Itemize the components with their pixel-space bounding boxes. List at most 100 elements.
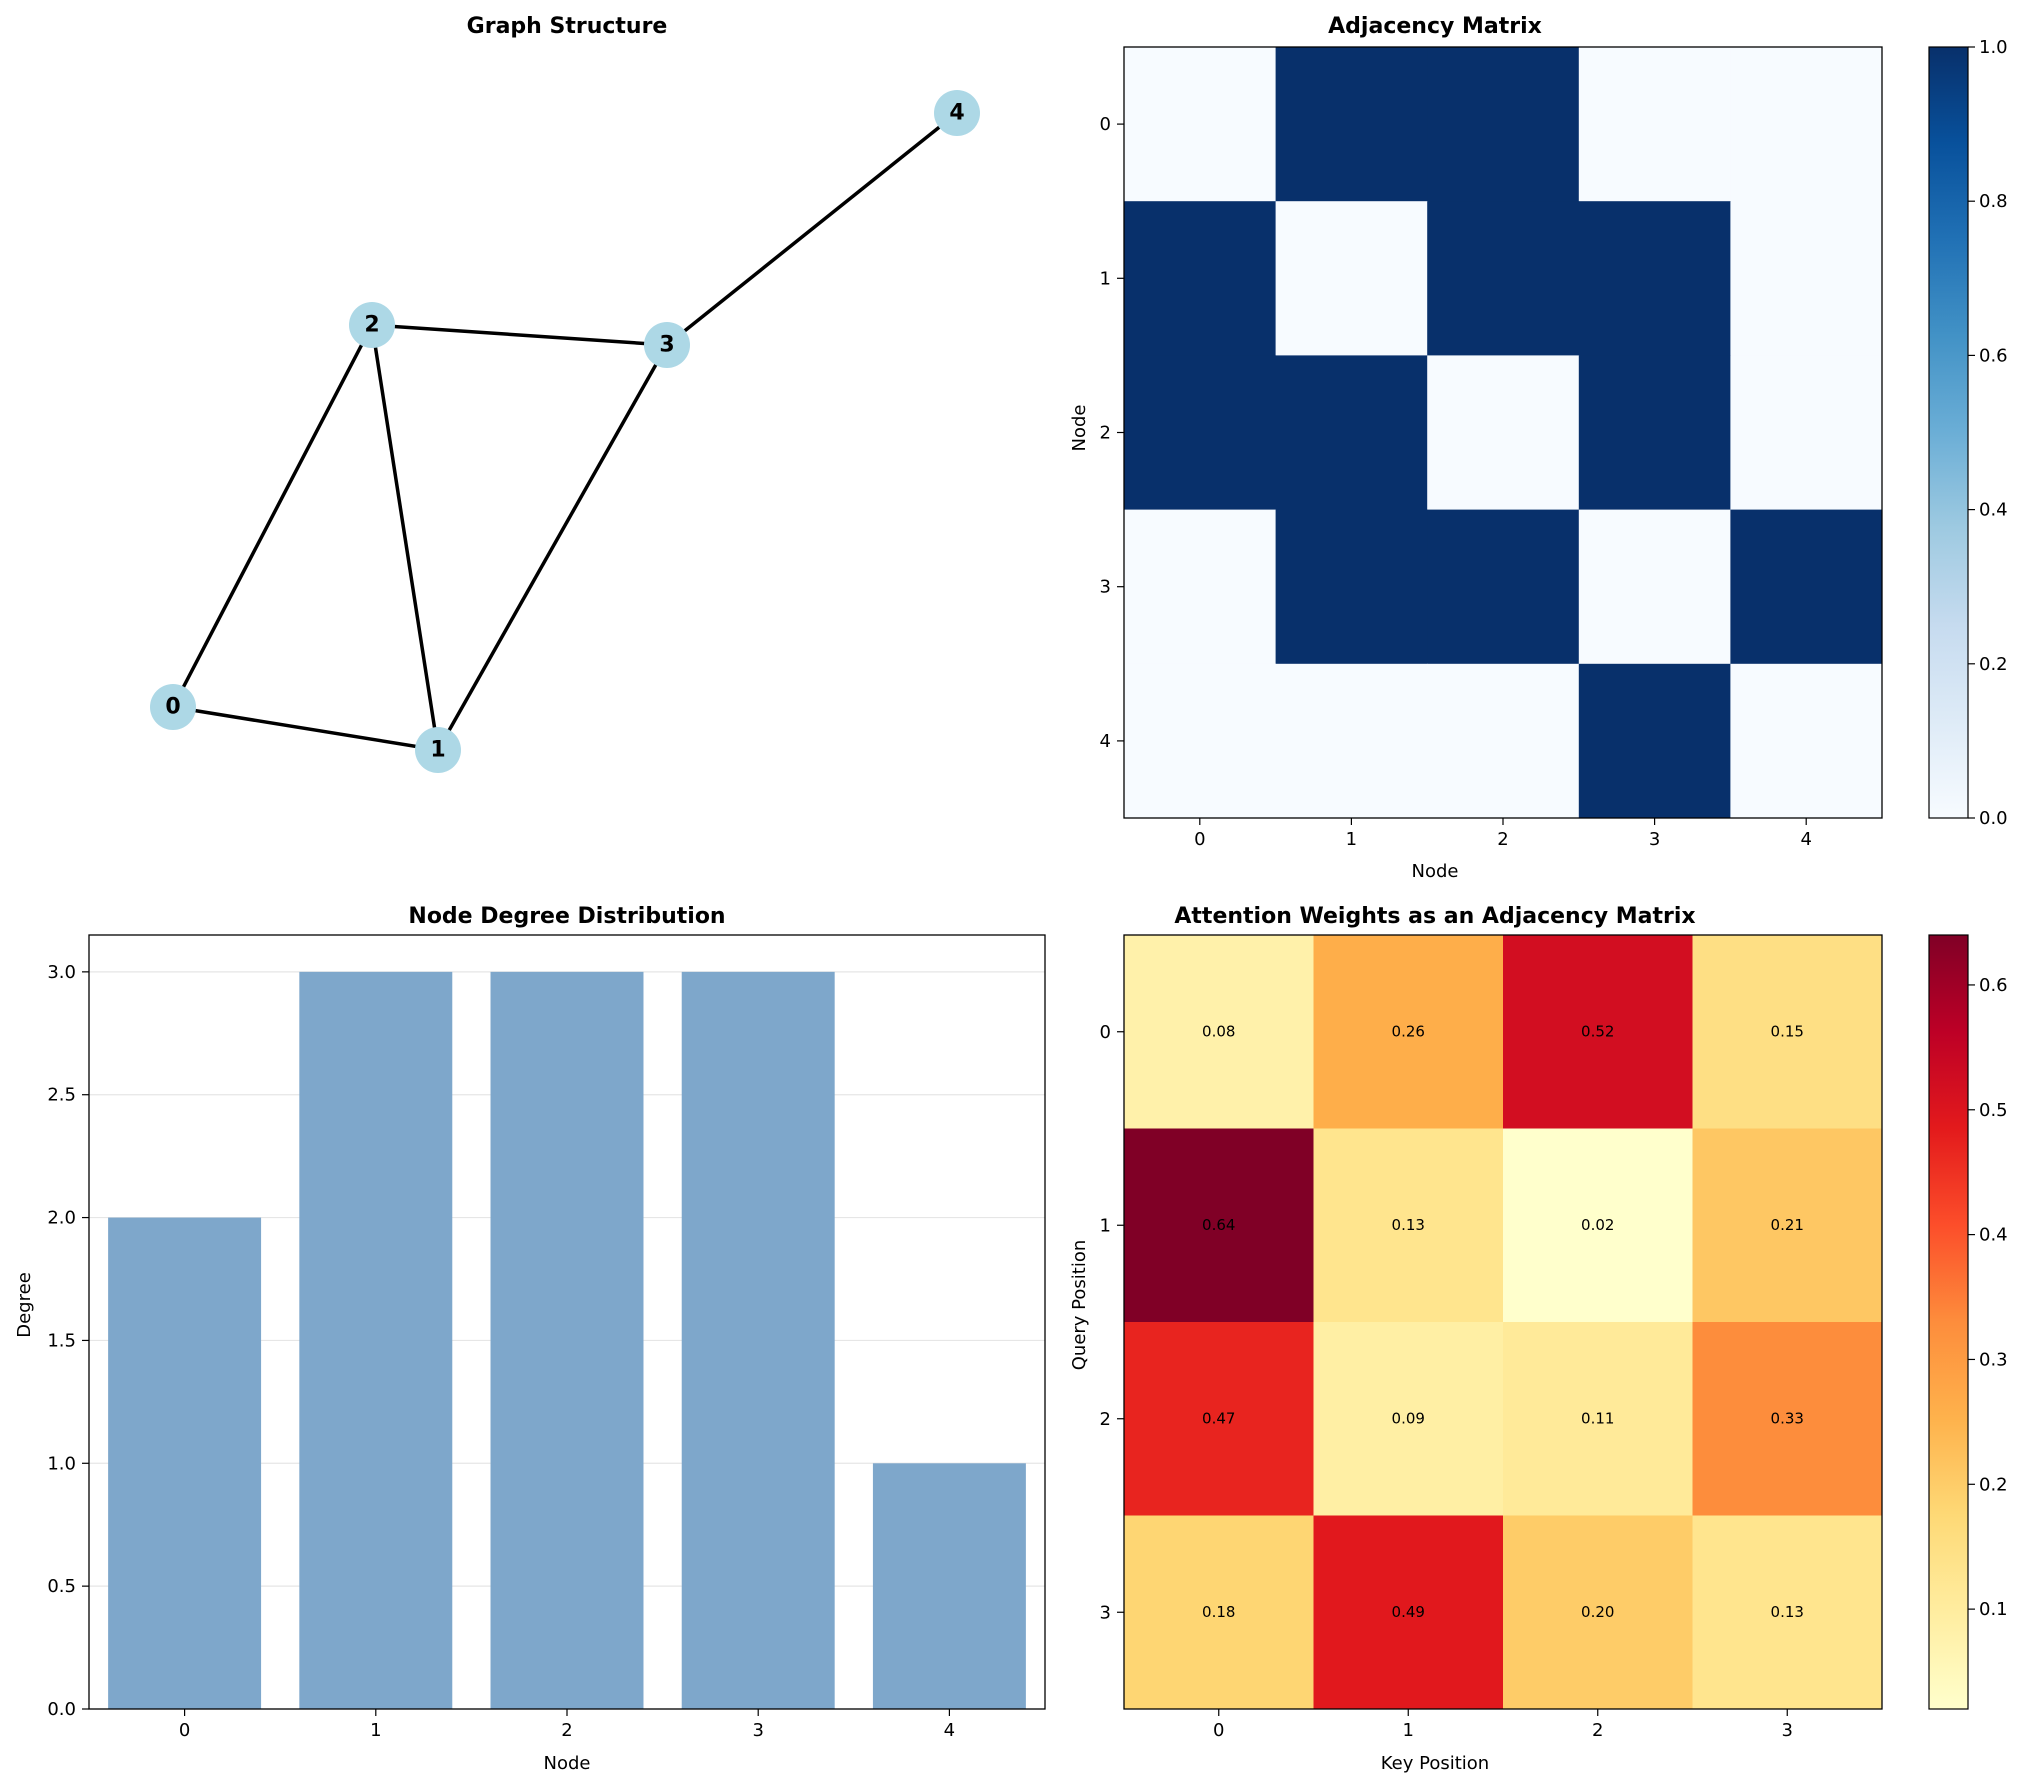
adjacency-cell-1-2: [1427, 201, 1580, 356]
adjacency-ylabel: Node: [1069, 405, 1090, 452]
attention-cell-0-0: [1124, 935, 1314, 1129]
attention-cell-label-3-2: 0.20: [1581, 1603, 1614, 1621]
bar-xtick-label-3: 3: [752, 1720, 763, 1741]
adjacency-matrix-panel: Adjacency Matrix 0 1 2 3 4 0 1 2 3 4 Node Node 0.…: [1069, 14, 2008, 882]
adjacency-colorbar-bar: [1928, 46, 1969, 819]
adjacency-cell-4-2: [1427, 663, 1580, 819]
bar-ytick-label-2: 1.0: [47, 1453, 76, 1474]
bar-ytick-label-0: 0.0: [47, 1699, 76, 1720]
adjacency-cell-1-4: [1730, 201, 1883, 356]
attention-cells: 0.08 0.26 0.52 0.15 0.64 0.13 0.02 0.21 0.47 0.09…: [1124, 935, 1883, 1710]
graph-node-4: [934, 90, 980, 136]
adjacency-colorbar-tick-label-3: 0.6: [1979, 345, 2008, 366]
attention-cell-3-0: [1124, 1515, 1314, 1710]
adjacency-colorbar-tick-label-1: 0.2: [1979, 654, 2008, 675]
attention-cell-1-2: [1503, 1128, 1693, 1323]
attention-cell-label-0-0: 0.08: [1202, 1022, 1235, 1040]
adjacency-colorbar-tick-label-5: 1.0: [1979, 37, 2008, 58]
attention-cell-label-1-3: 0.21: [1771, 1216, 1804, 1234]
attention-cell-label-2-1: 0.09: [1392, 1409, 1425, 1427]
adjacency-cell-4-0: [1124, 663, 1277, 819]
adjacency-cell-4-4: [1730, 663, 1883, 819]
bar-xtick-label-1: 1: [370, 1720, 381, 1741]
bar-xtick-label-0: 0: [179, 1720, 190, 1741]
attention-cell-1-0: [1124, 1128, 1314, 1323]
attention-xtick-label-3: 3: [1782, 1720, 1793, 1741]
attention-ylabel: Query Position: [1069, 1240, 1090, 1371]
attention-cell-0-2: [1503, 935, 1693, 1129]
adjacency-xlabel: Node: [1412, 861, 1459, 882]
adjacency-ytick-label-2: 2: [1100, 423, 1111, 444]
bar-1: [299, 971, 453, 1709]
adjacency-ytick-label-3: 3: [1100, 577, 1111, 598]
adjacency-cell-2-4: [1730, 355, 1883, 511]
adjacency-ytick-label-4: 4: [1100, 731, 1111, 752]
adjacency-title: Adjacency Matrix: [1328, 14, 1542, 39]
adjacency-cell-0-0: [1124, 47, 1277, 202]
graph-edge-2-3: [371, 323, 668, 347]
bar-ytick-label-5: 2.5: [47, 1085, 76, 1106]
attention-colorbar: 0.1 0.2 0.3 0.4 0.5 0.6: [1928, 934, 2008, 1710]
bar-bars: [108, 971, 1026, 1709]
graph-node-label-4: 4: [949, 101, 964, 126]
adjacency-colorbar: 0.0 0.2 0.4 0.6 0.8 1.0: [1928, 37, 2008, 829]
bar-3: [681, 971, 835, 1709]
attention-axes: 0 1 2 3 0 1 2 3: [1100, 934, 1883, 1741]
adjacency-xtick-label-4: 4: [1800, 829, 1811, 850]
attention-cell-label-2-0: 0.47: [1202, 1409, 1235, 1427]
graph-structure-panel: Graph Structure 0 1 2 3 4: [150, 14, 980, 773]
adjacency-cell-3-0: [1124, 509, 1277, 665]
attention-cell-label-1-2: 0.02: [1581, 1216, 1614, 1234]
attention-xlabel: Key Position: [1381, 1753, 1489, 1774]
attention-cell-3-3: [1692, 1515, 1883, 1710]
adjacency-cell-1-3: [1578, 201, 1731, 356]
bar-xtick-label-4: 4: [944, 1720, 955, 1741]
bar-0: [108, 1217, 262, 1709]
attention-cell-1-1: [1313, 1128, 1504, 1323]
attention-cell-2-2: [1503, 1322, 1693, 1516]
attention-cell-label-1-0: 0.64: [1202, 1216, 1235, 1234]
adjacency-colorbar-tick-label-4: 0.8: [1979, 191, 2008, 212]
bar-axes: 0.0 0.5 1.0 1.5 2.0 2.5 3.0 0 1 2 3 4: [47, 934, 1046, 1741]
attention-cell-2-1: [1313, 1322, 1504, 1516]
attention-cell-2-0: [1124, 1322, 1314, 1516]
attention-cell-label-0-3: 0.15: [1771, 1022, 1804, 1040]
graph-edge-0-2: [171, 324, 374, 708]
graph-title: Graph Structure: [467, 14, 668, 39]
attention-cell-label-3-3: 0.13: [1771, 1603, 1804, 1621]
attention-cell-label-3-1: 0.49: [1392, 1603, 1425, 1621]
adjacency-axes: 0 1 2 3 4 0 1 2 3 4: [1100, 46, 1883, 850]
adjacency-cell-0-1: [1275, 47, 1428, 202]
graph-node-2: [349, 302, 395, 348]
graph-edge-1-3: [436, 344, 669, 751]
adjacency-cell-0-3: [1578, 47, 1731, 202]
adjacency-cell-3-2: [1427, 509, 1580, 665]
attention-matrix-panel: Attention Weights as an Adjacency Matrix…: [1069, 904, 2008, 1774]
adjacency-cell-3-1: [1275, 509, 1428, 665]
attention-colorbar-tick-label-5: 0.6: [1979, 975, 2008, 996]
adjacency-colorbar-tick-label-2: 0.4: [1979, 500, 2008, 521]
graph-node-1: [415, 727, 461, 773]
bar-xlabel: Node: [544, 1753, 591, 1774]
attention-cell-label-1-1: 0.13: [1392, 1216, 1425, 1234]
graph-node-label-1: 1: [430, 738, 445, 763]
attention-cell-1-3: [1692, 1128, 1883, 1323]
bar-4: [872, 1463, 1026, 1709]
graph-edge-0-1: [172, 705, 439, 752]
adjacency-xtick-label-2: 2: [1497, 829, 1508, 850]
attention-cell-label-2-2: 0.11: [1581, 1409, 1614, 1427]
attention-cell-2-3: [1692, 1322, 1883, 1516]
degree-distribution-panel: Node Degree Distribution 0.0 0.5 1.0 1.5 2.0…: [14, 904, 1046, 1774]
adjacency-xtick-label-1: 1: [1346, 829, 1357, 850]
attention-xtick-label-2: 2: [1592, 1720, 1603, 1741]
bar-ytick-label-4: 2.0: [47, 1208, 76, 1229]
adjacency-cell-0-4: [1730, 47, 1883, 202]
graph-node-label-3: 3: [659, 333, 674, 358]
attention-colorbar-tick-label-4: 0.5: [1979, 1100, 2008, 1121]
attention-xtick-label-0: 0: [1213, 1720, 1224, 1741]
attention-colorbar-bar: [1928, 934, 1969, 1710]
attention-colorbar-tick-label-0: 0.1: [1979, 1599, 2008, 1620]
attention-title: Attention Weights as an Adjacency Matrix: [1174, 904, 1695, 929]
adjacency-cell-4-1: [1275, 663, 1428, 819]
attention-ytick-label-3: 3: [1100, 1602, 1111, 1623]
